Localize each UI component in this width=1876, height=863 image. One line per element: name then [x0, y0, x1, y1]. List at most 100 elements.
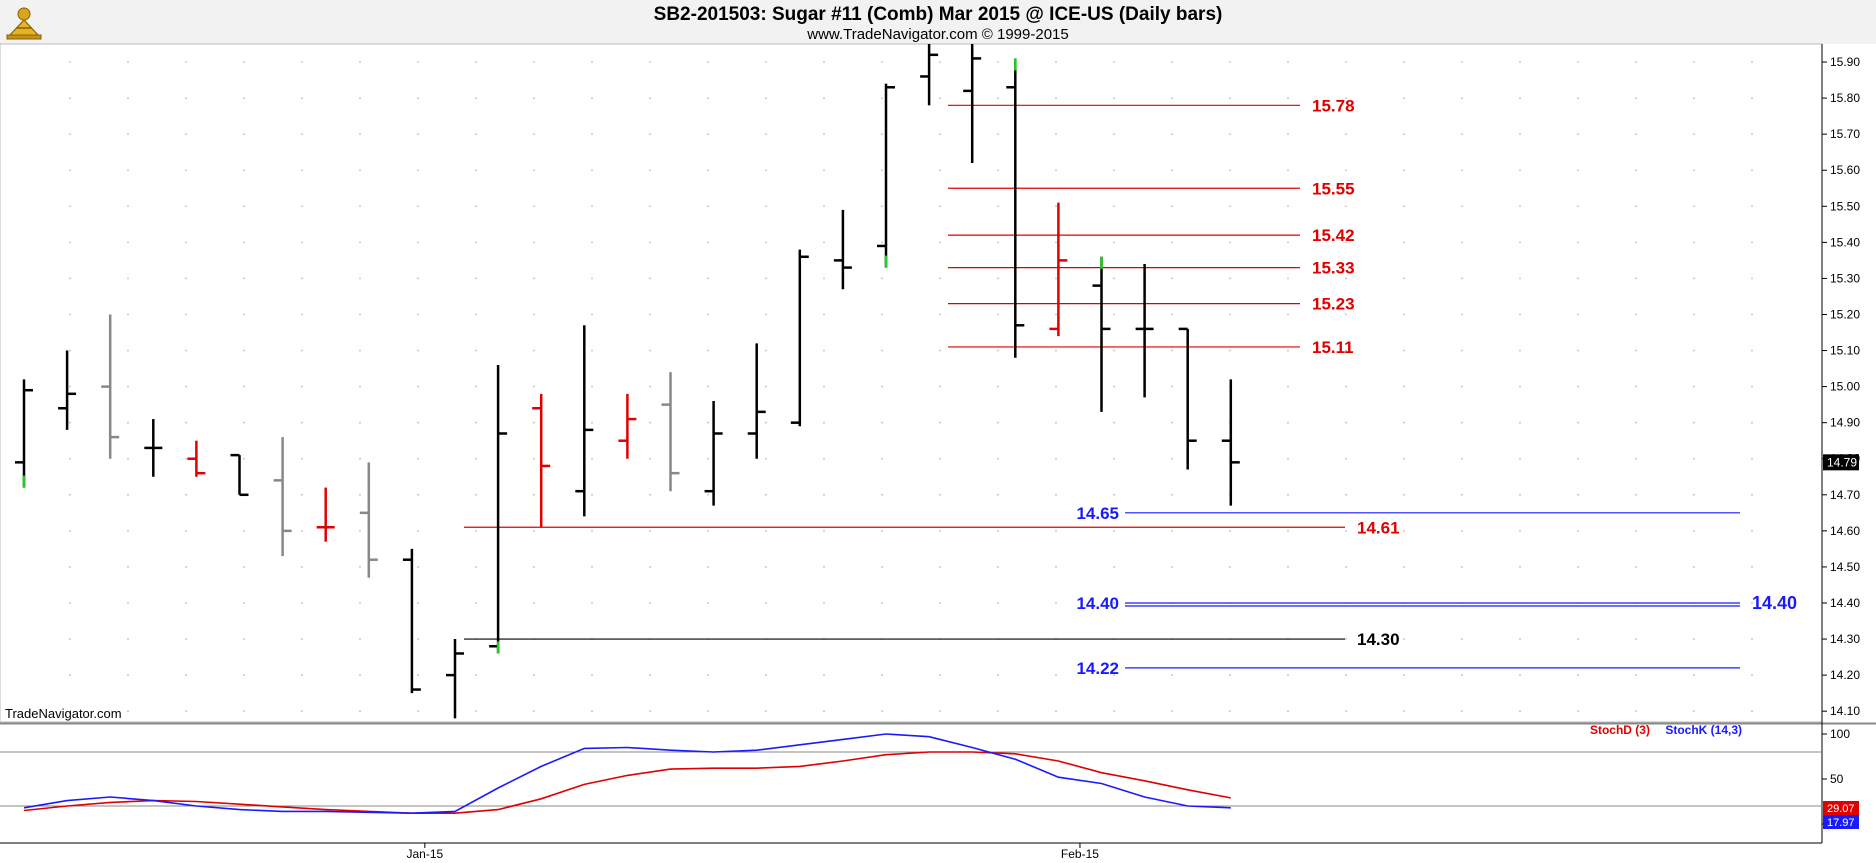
grid-dot [243, 277, 245, 280]
grid-dot [533, 313, 535, 316]
grid-dot [533, 493, 535, 496]
grid-dot [1461, 133, 1463, 136]
grid-dot [939, 133, 941, 136]
grid-dot [881, 61, 883, 63]
grid-dot [301, 602, 303, 604]
grid-dot [765, 566, 767, 568]
grid-dot [939, 674, 941, 677]
grid-dot [301, 638, 303, 640]
grid-dot [185, 566, 187, 568]
grid-dot [1635, 205, 1637, 208]
grid-dot [1171, 277, 1173, 280]
grid-dot [127, 566, 129, 568]
grid-dot [359, 241, 361, 244]
grid-dot [533, 97, 535, 99]
grid-dot [881, 313, 883, 316]
grid-dot [997, 169, 999, 172]
grid-dot [1519, 61, 1521, 63]
grid-dot [417, 205, 419, 208]
grid-dot [185, 421, 187, 424]
grid-dot [649, 710, 651, 713]
stochd-line [23, 751, 1231, 815]
grid-dot [765, 385, 767, 388]
grid-dot [707, 566, 709, 568]
grid-dot [1577, 169, 1579, 172]
grid-dot [1461, 169, 1463, 172]
grid-dot [1229, 169, 1231, 172]
grid-dot [1229, 277, 1231, 280]
grid-dot [417, 169, 419, 172]
grid-dot [243, 133, 245, 136]
grid-dot [1751, 602, 1753, 604]
grid-dot [591, 61, 593, 63]
grid-dot [649, 205, 651, 208]
grid-dot [649, 61, 651, 63]
grid-dot [1055, 349, 1057, 352]
grid-dot [1403, 133, 1405, 136]
grid-dot [417, 457, 419, 460]
grid-dot [765, 277, 767, 280]
grid-dot [1287, 385, 1289, 388]
grid-dot [1403, 638, 1405, 640]
y-tick-label: 15.10 [1830, 344, 1860, 358]
grid-dot [1229, 133, 1231, 136]
grid-dot [765, 205, 767, 208]
grid-dot [243, 674, 245, 677]
grid-dot [1403, 674, 1405, 677]
grid-dot [417, 566, 419, 568]
level-label: 15.42 [1312, 226, 1355, 245]
grid-dot [1461, 97, 1463, 99]
grid-dot [1055, 313, 1057, 316]
grid-dot [939, 602, 941, 604]
grid-dot [301, 169, 303, 172]
grid-dot [1519, 205, 1521, 208]
grid-dot [1635, 457, 1637, 460]
grid-dot [301, 710, 303, 713]
grid-dot [1461, 61, 1463, 63]
grid-dot [417, 277, 419, 280]
grid-dot [765, 241, 767, 244]
grid-dot [823, 205, 825, 208]
grid-dot [243, 385, 245, 388]
grid-dot [533, 529, 535, 532]
grid-dot [185, 602, 187, 604]
grid-dot [1403, 61, 1405, 63]
grid-dot [939, 457, 941, 460]
grid-dot [1693, 566, 1695, 568]
grid-dot [1055, 241, 1057, 244]
grid-dot [1287, 61, 1289, 63]
grid-dot [649, 97, 651, 99]
grid-dot [591, 602, 593, 604]
grid-dot [1287, 277, 1289, 280]
grid-dot [649, 493, 651, 496]
grid-dot [1577, 529, 1579, 532]
grid-dot [185, 61, 187, 63]
grid-dot [475, 566, 477, 568]
grid-dot [1577, 638, 1579, 640]
grid-dot [475, 61, 477, 63]
y-tick-label: 15.40 [1830, 235, 1860, 249]
grid-dot [359, 61, 361, 63]
grid-dot [823, 602, 825, 604]
grid-dot [475, 277, 477, 280]
grid-dot [1751, 169, 1753, 172]
grid-dot [1229, 674, 1231, 677]
grid-dot [881, 385, 883, 388]
grid-dot [823, 349, 825, 352]
grid-dot [1635, 493, 1637, 496]
grid-dot [1635, 277, 1637, 280]
grid-dot [1577, 493, 1579, 496]
grid-dot [1287, 205, 1289, 208]
grid-dot [1345, 529, 1347, 532]
grid-dot [1171, 421, 1173, 424]
grid-dot [1693, 97, 1695, 99]
grid-dot [649, 277, 651, 280]
grid-dot [997, 133, 999, 136]
grid-dot [1577, 349, 1579, 352]
grid-dot [359, 421, 361, 424]
grid-dot [1751, 241, 1753, 244]
grid-dot [301, 241, 303, 244]
grid-dot [417, 710, 419, 713]
grid-dot [1577, 385, 1579, 388]
